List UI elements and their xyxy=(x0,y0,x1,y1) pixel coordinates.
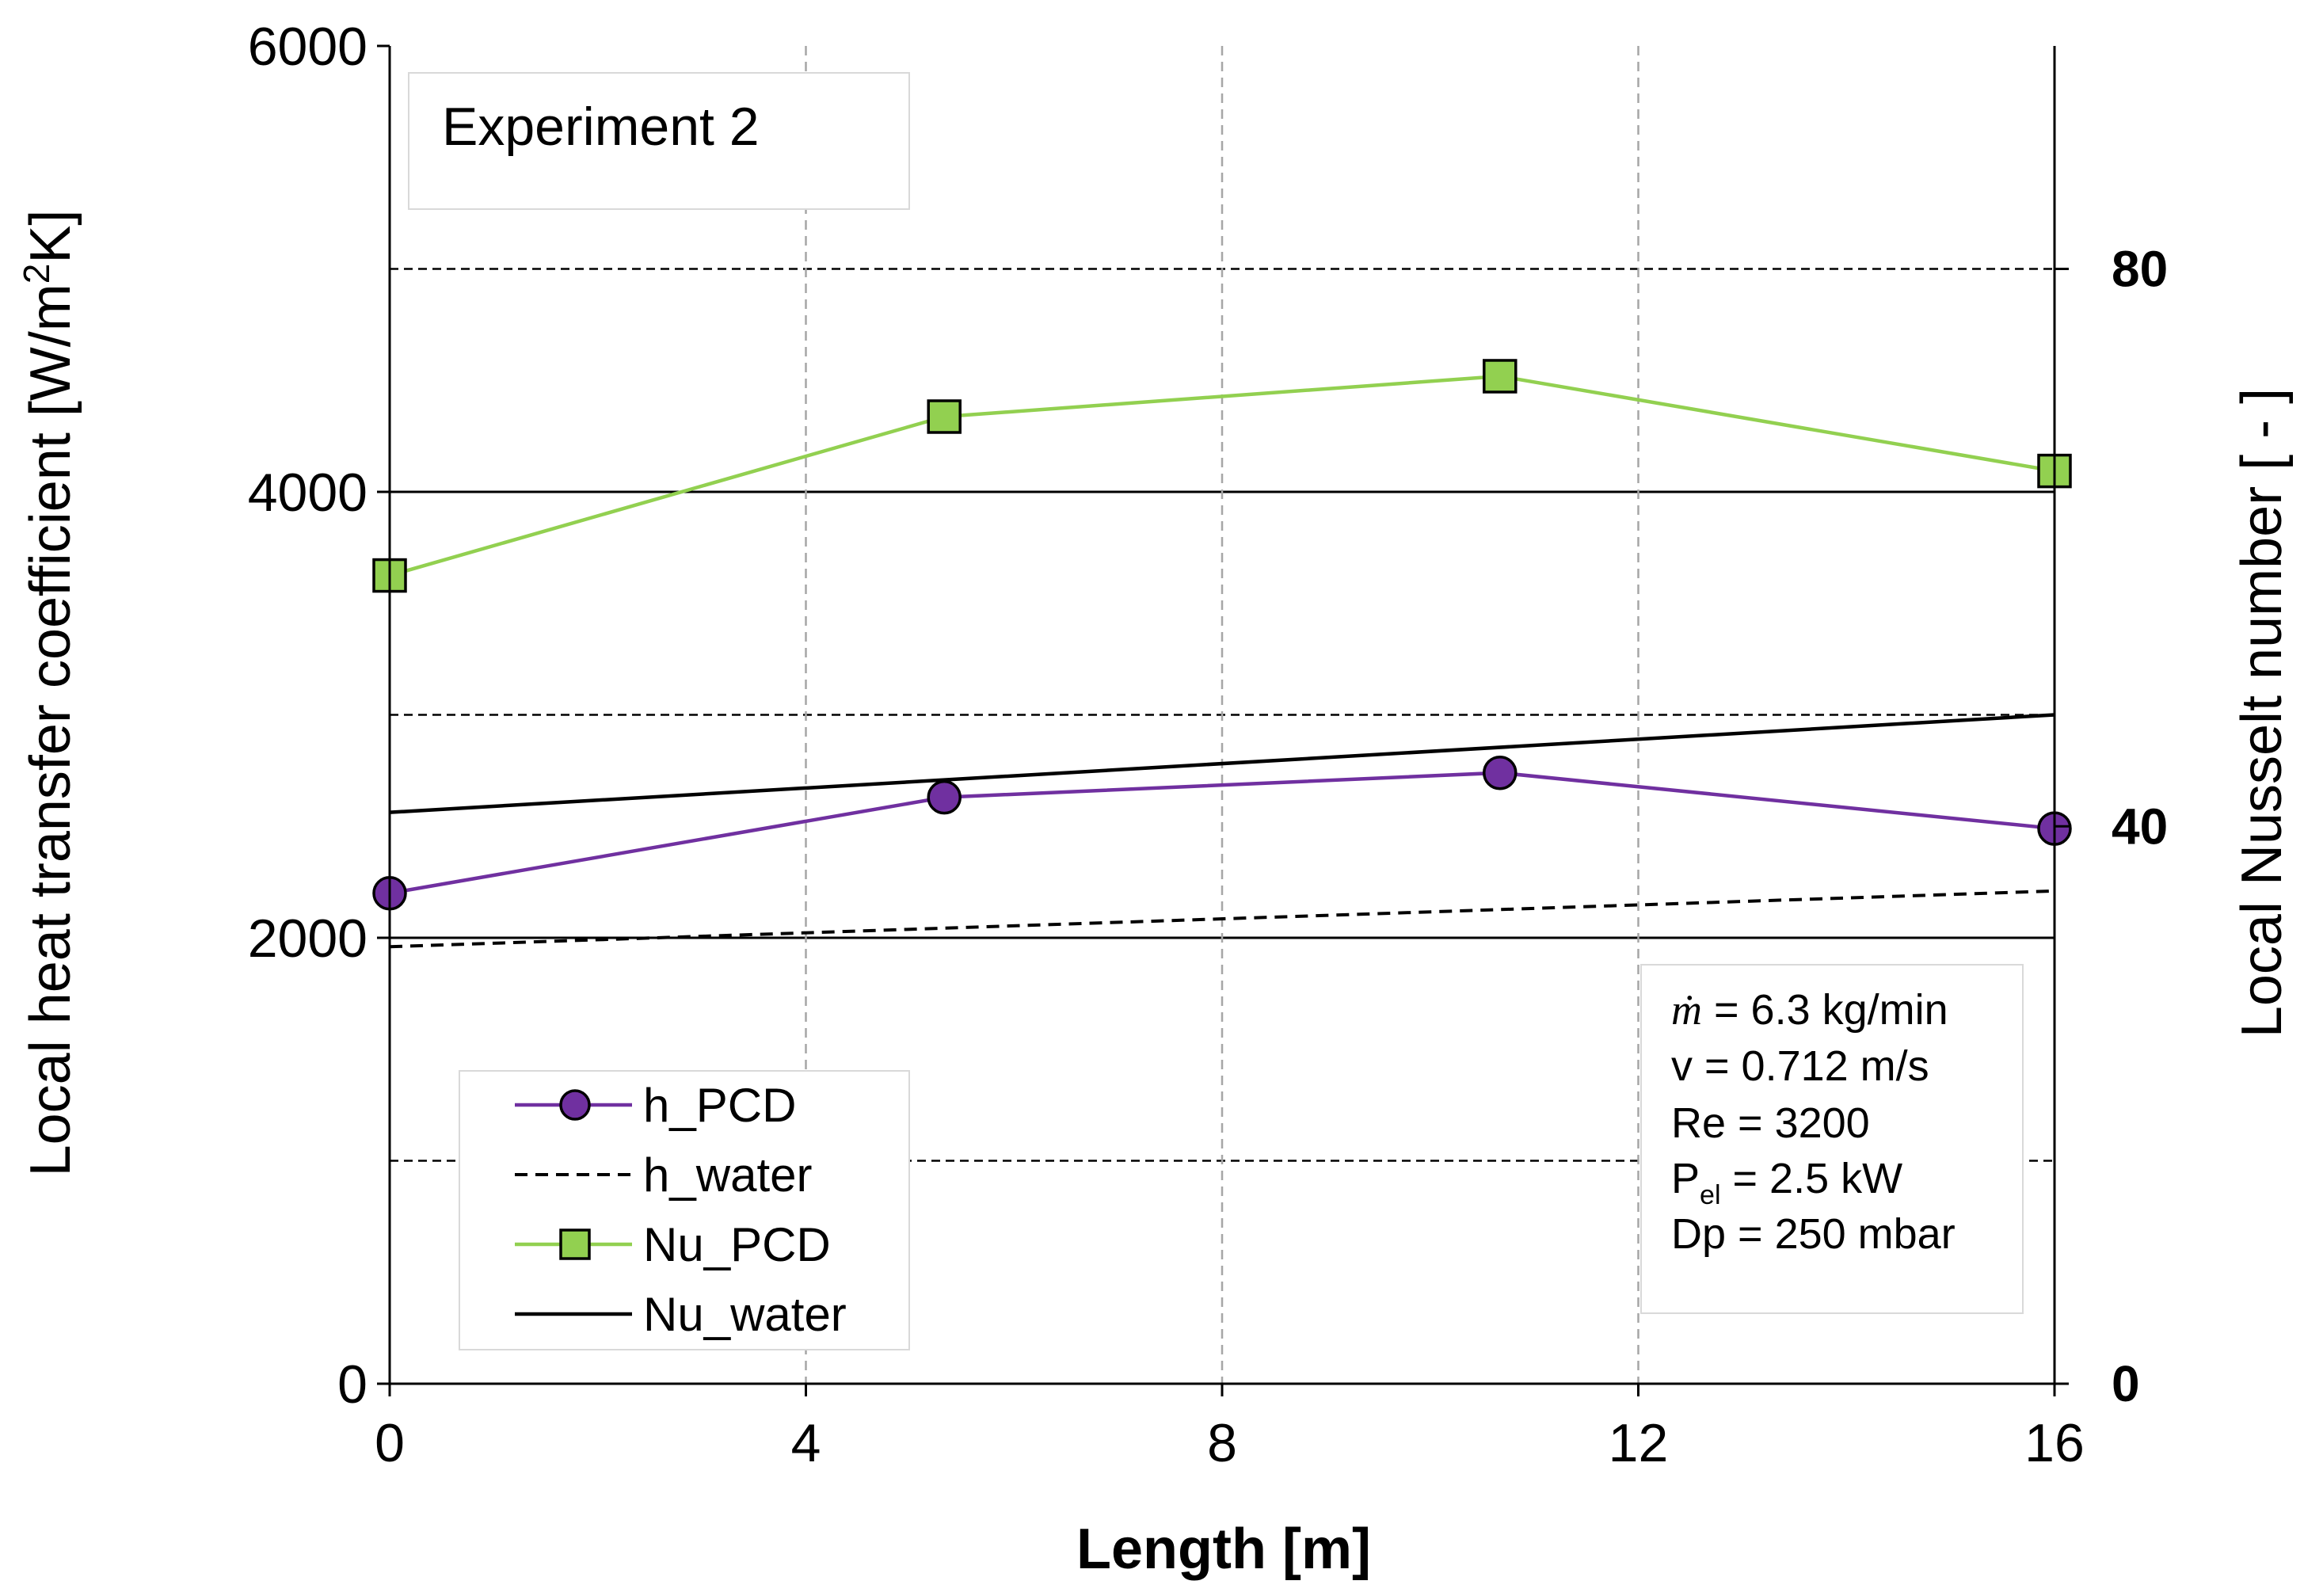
left-y-axis-title-end: K] xyxy=(19,210,82,264)
legend-label-h_water: h_water xyxy=(643,1148,812,1202)
info-power: Pel = 2.5 kW xyxy=(1671,1155,1902,1210)
legend: h_PCD h_water Nu_PCD Nu_water xyxy=(515,1079,847,1341)
info-power-subscript: el xyxy=(1700,1180,1720,1210)
x-tick-label: 4 xyxy=(791,1413,821,1473)
series-line-h_PCD xyxy=(389,771,2055,895)
right-y-axis-title: Local Nusselt number [ - ] xyxy=(2230,388,2294,1038)
left-y-tick-label: 2000 xyxy=(248,908,367,969)
legend-label-h_PCD: h_PCD xyxy=(643,1079,796,1132)
series-line-Nu_PCD xyxy=(389,374,2055,577)
legend-marker-h_PCD xyxy=(559,1089,591,1121)
x-tick-label: 0 xyxy=(375,1413,405,1473)
legend-marker-Nu_PCD xyxy=(559,1228,591,1260)
right-y-tick-label: 0 xyxy=(2112,1355,2140,1412)
data-point-h_PCD xyxy=(927,779,962,815)
info-mass-flow-value: = 6.3 kg/min xyxy=(1702,986,1948,1034)
x-tick-label: 16 xyxy=(2024,1413,2085,1473)
series-line-h_water xyxy=(389,889,2055,949)
x-axis-title: Length [m] xyxy=(1076,1518,1371,1581)
x-tick-label: 12 xyxy=(1609,1413,1669,1473)
series-line-Nu_water xyxy=(389,713,2055,814)
left-y-tick-label: 4000 xyxy=(248,463,367,523)
left-y-tick-label: 6000 xyxy=(248,17,367,77)
experiment-label-box xyxy=(408,72,910,210)
info-mass-flow: ṁ = 6.3 kg/min xyxy=(1671,986,1948,1034)
left-y-axis-title: Local heat transfer coefficient [W/m2K] xyxy=(16,210,82,1177)
legend-label-Nu_water: Nu_water xyxy=(643,1288,847,1341)
data-point-h_PCD xyxy=(1483,755,1518,790)
info-velocity: v = 0.712 m/s xyxy=(1671,1042,1929,1090)
x-tick-label: 8 xyxy=(1207,1413,1237,1473)
info-pressure-drop: Dp = 250 mbar xyxy=(1671,1210,1956,1258)
right-y-tick-label: 40 xyxy=(2112,798,2168,855)
data-point-Nu_PCD xyxy=(1483,359,1518,394)
info-reynolds: Re = 3200 xyxy=(1671,1099,1870,1147)
legend-label-Nu_PCD: Nu_PCD xyxy=(643,1218,831,1271)
data-point-Nu_PCD xyxy=(927,399,962,434)
left-y-axis-title-superscript: 2 xyxy=(16,264,57,284)
right-y-tick-label: 80 xyxy=(2112,241,2168,298)
info-mass-flow-symbol: ṁ xyxy=(1671,986,1702,1034)
info-power-value: = 2.5 kW xyxy=(1721,1155,1903,1202)
experiment-label: Experiment 2 xyxy=(442,97,760,157)
axes: 0 2000 4000 6000 0 40 80 0 4 8 12 16 xyxy=(248,17,2168,1473)
info-power-symbol: P xyxy=(1671,1155,1700,1202)
left-y-axis-title-main: Local heat transfer coefficient [W/m xyxy=(19,284,82,1176)
legend-box xyxy=(459,1070,910,1350)
info-box xyxy=(1640,964,2024,1314)
left-y-tick-label: 0 xyxy=(337,1354,367,1415)
